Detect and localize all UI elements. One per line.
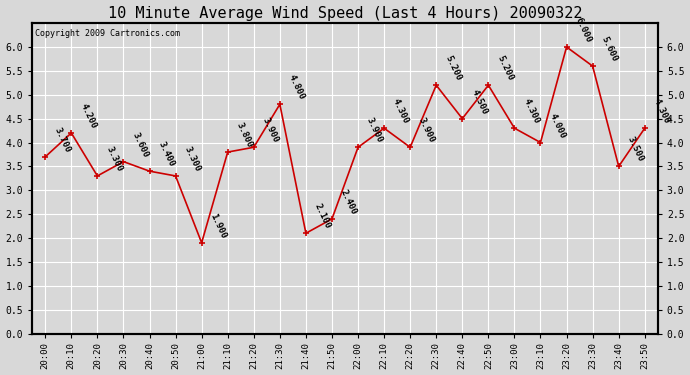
- Text: Copyright 2009 Cartronics.com: Copyright 2009 Cartronics.com: [35, 29, 180, 38]
- Text: 3.800: 3.800: [235, 121, 254, 149]
- Text: 4.300: 4.300: [391, 97, 411, 125]
- Text: 3.300: 3.300: [183, 145, 202, 173]
- Text: 6.000: 6.000: [573, 16, 593, 44]
- Text: 3.900: 3.900: [365, 116, 384, 144]
- Text: 2.400: 2.400: [339, 188, 358, 216]
- Text: 3.900: 3.900: [417, 116, 437, 144]
- Text: 3.400: 3.400: [157, 140, 176, 168]
- Text: 4.500: 4.500: [469, 88, 489, 116]
- Text: 5.200: 5.200: [443, 54, 463, 82]
- Text: 4.300: 4.300: [522, 97, 541, 125]
- Text: 4.800: 4.800: [287, 74, 306, 102]
- Text: 3.600: 3.600: [130, 130, 150, 159]
- Text: 3.700: 3.700: [52, 126, 72, 154]
- Text: 3.500: 3.500: [626, 135, 645, 164]
- Text: 2.100: 2.100: [313, 202, 333, 231]
- Text: 3.900: 3.900: [261, 116, 280, 144]
- Text: 5.200: 5.200: [495, 54, 515, 82]
- Title: 10 Minute Average Wind Speed (Last 4 Hours) 20090322: 10 Minute Average Wind Speed (Last 4 Hou…: [108, 6, 582, 21]
- Text: 4.200: 4.200: [78, 102, 98, 130]
- Text: 4.300: 4.300: [651, 97, 671, 125]
- Text: 4.000: 4.000: [547, 112, 567, 140]
- Text: 3.300: 3.300: [104, 145, 124, 173]
- Text: 1.900: 1.900: [208, 212, 228, 240]
- Text: 5.600: 5.600: [600, 35, 619, 63]
